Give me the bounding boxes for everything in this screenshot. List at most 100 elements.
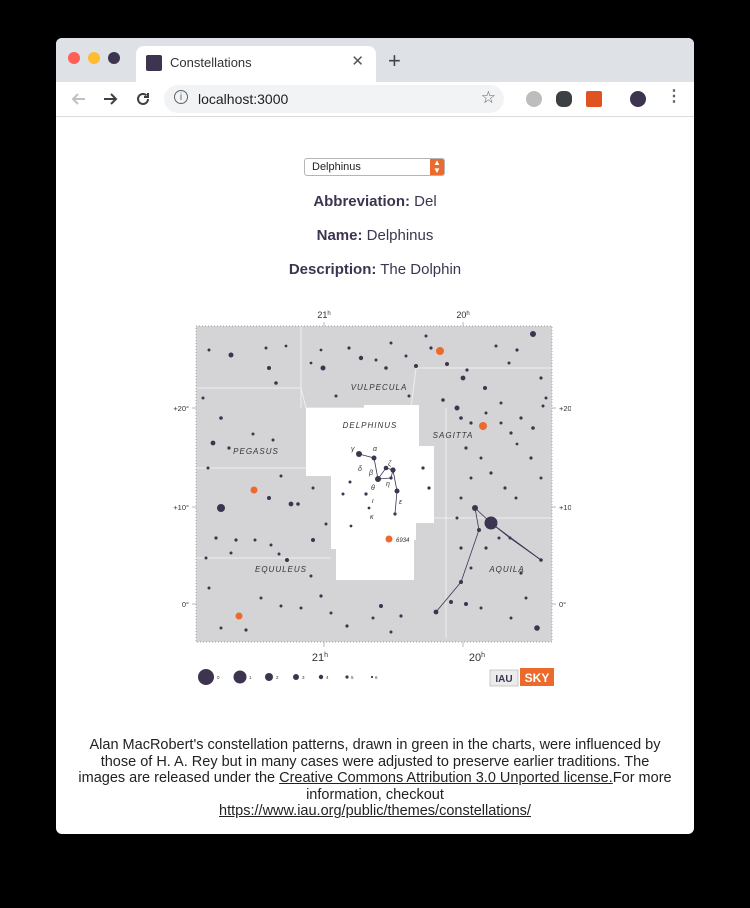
star bbox=[296, 502, 300, 506]
star bbox=[219, 626, 223, 630]
extension-evernote-icon[interactable] bbox=[556, 91, 572, 107]
star bbox=[508, 536, 512, 540]
extension-sync-icon[interactable] bbox=[526, 91, 542, 107]
attribution-text-before: Alan MacRobert's constellation patterns,… bbox=[78, 737, 661, 786]
star bbox=[393, 512, 397, 516]
star bbox=[379, 604, 383, 608]
star bbox=[341, 492, 345, 496]
extension-fox-icon[interactable] bbox=[586, 91, 602, 107]
star bbox=[356, 451, 362, 457]
star bbox=[267, 366, 271, 370]
star bbox=[320, 365, 326, 371]
ra-label-bottom-20: 20h bbox=[469, 652, 485, 664]
description-value: The Dolphin bbox=[380, 261, 462, 278]
bookmark-star-icon[interactable]: ☆ bbox=[480, 88, 496, 107]
maximize-window-button[interactable] bbox=[108, 52, 120, 64]
profile-avatar-icon[interactable] bbox=[630, 91, 646, 107]
star bbox=[319, 594, 323, 598]
star bbox=[499, 421, 503, 425]
star bbox=[384, 366, 388, 370]
greek-beta: β bbox=[368, 470, 373, 477]
star bbox=[427, 486, 431, 490]
star bbox=[507, 361, 511, 365]
license-link[interactable]: Creative Commons Attribution 3.0 Unporte… bbox=[279, 770, 613, 786]
back-arrow-icon[interactable] bbox=[70, 90, 88, 108]
star bbox=[229, 551, 233, 555]
star bbox=[503, 486, 507, 490]
star bbox=[394, 488, 400, 494]
mag-label-1: 1 bbox=[249, 675, 252, 680]
star bbox=[274, 381, 278, 385]
star bbox=[530, 331, 536, 337]
attribution-text-middle: For more information, checkout bbox=[306, 770, 672, 803]
dec-label-right-20: +20° bbox=[559, 404, 571, 413]
star bbox=[389, 476, 393, 480]
star bbox=[459, 496, 463, 500]
attribution-text: Alan MacRobert's constellation patterns,… bbox=[76, 737, 674, 820]
tab-constellations[interactable]: Constellations ✕ bbox=[136, 46, 376, 82]
ngc-6934-marker bbox=[385, 535, 393, 543]
star bbox=[455, 516, 459, 520]
star bbox=[465, 368, 469, 372]
browser-window: Constellations ✕ + i localhost:3000 ☆ ⋮ … bbox=[56, 38, 694, 834]
dec-label-left-0: 0° bbox=[182, 600, 189, 609]
star bbox=[284, 344, 288, 348]
star bbox=[271, 438, 275, 442]
mag-label-3: 3 bbox=[302, 675, 305, 680]
orange-object bbox=[436, 347, 444, 355]
name-label: Name: bbox=[316, 227, 363, 244]
star bbox=[539, 476, 543, 480]
new-tab-button[interactable]: + bbox=[388, 48, 401, 73]
star bbox=[459, 580, 463, 584]
greek-theta: θ bbox=[371, 485, 375, 492]
minimize-window-button[interactable] bbox=[88, 52, 100, 64]
star bbox=[484, 411, 488, 415]
star bbox=[472, 505, 478, 511]
star bbox=[499, 401, 503, 405]
sky-logo-text: SKY bbox=[525, 671, 550, 685]
greek-zeta: ζ bbox=[388, 461, 392, 468]
star bbox=[259, 596, 263, 600]
star bbox=[267, 496, 271, 500]
dec-label-left-10: +10° bbox=[173, 503, 189, 512]
iau-logo-text: IAU bbox=[495, 674, 512, 685]
star bbox=[414, 364, 418, 368]
star bbox=[464, 602, 468, 606]
star bbox=[277, 552, 281, 556]
address-bar[interactable]: i localhost:3000 ☆ bbox=[164, 85, 504, 113]
star bbox=[389, 630, 393, 634]
star bbox=[497, 536, 501, 540]
star bbox=[219, 416, 223, 420]
ra-label-bottom-21: 21h bbox=[312, 652, 328, 664]
iau-constellations-link[interactable]: https://www.iau.org/public/themes/conste… bbox=[219, 803, 531, 819]
greek-eta: η bbox=[386, 481, 390, 488]
star bbox=[348, 480, 352, 484]
star bbox=[534, 625, 540, 631]
star bbox=[529, 456, 533, 460]
star bbox=[399, 614, 403, 618]
star bbox=[484, 516, 498, 530]
constellation-select[interactable]: Delphinus ▲ ▼ bbox=[304, 158, 445, 176]
name-value: Delphinus bbox=[366, 227, 434, 244]
title-bar: Constellations ✕ + bbox=[56, 38, 694, 82]
star bbox=[469, 476, 473, 480]
reload-icon[interactable] bbox=[134, 90, 152, 108]
sky-logo bbox=[520, 668, 554, 686]
dec-label-right-10: +10° bbox=[559, 503, 571, 512]
orange-object bbox=[235, 612, 243, 620]
close-window-button[interactable] bbox=[68, 52, 80, 64]
star bbox=[531, 426, 535, 430]
star bbox=[429, 346, 433, 350]
delphinus-region bbox=[306, 405, 434, 580]
site-info-icon[interactable]: i bbox=[174, 90, 188, 104]
greek-iota: ι bbox=[372, 498, 374, 505]
star bbox=[204, 556, 208, 560]
forward-arrow-icon[interactable] bbox=[101, 90, 119, 108]
star bbox=[449, 600, 453, 604]
menu-kebab-icon[interactable]: ⋮ bbox=[666, 88, 682, 105]
star bbox=[459, 416, 463, 420]
tab-close-icon[interactable]: ✕ bbox=[351, 53, 364, 70]
star bbox=[389, 341, 393, 345]
star bbox=[460, 375, 466, 381]
label-sagitta: SAGITTA bbox=[433, 431, 474, 440]
